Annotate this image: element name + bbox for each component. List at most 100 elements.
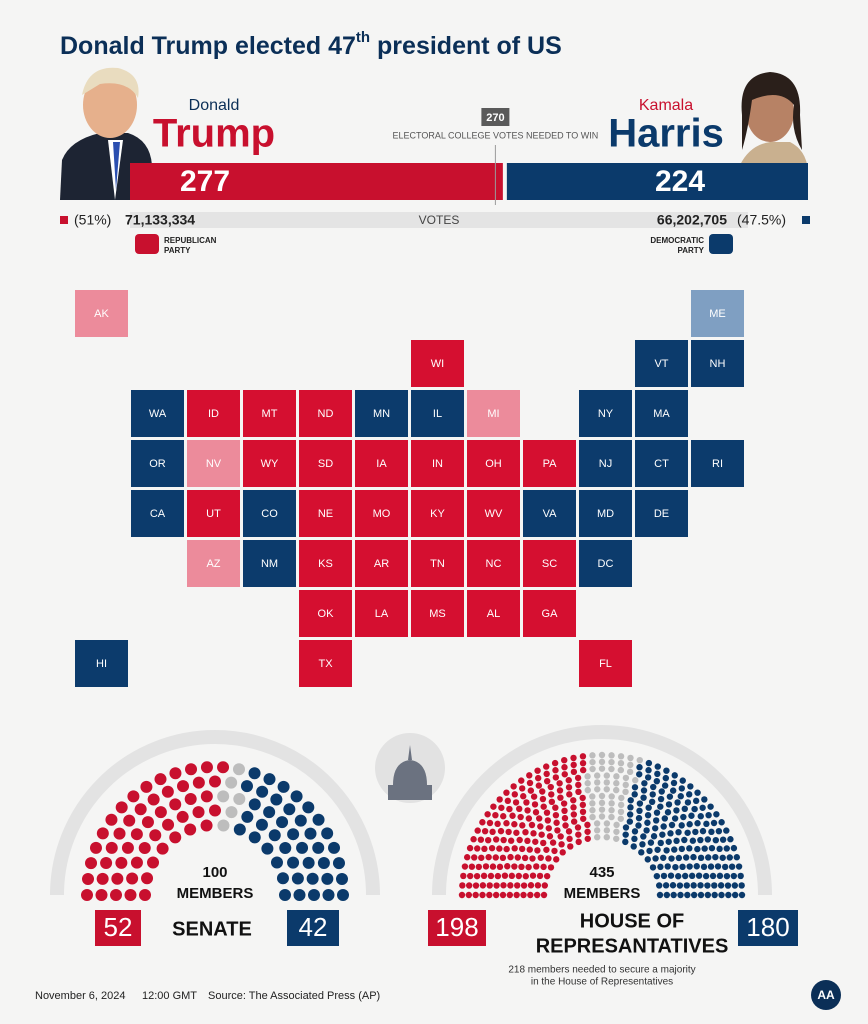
seat (559, 849, 566, 856)
state-label: MS (429, 608, 446, 620)
seat (608, 800, 615, 807)
seat (644, 819, 651, 826)
seat (644, 811, 652, 819)
seat (738, 891, 746, 899)
seat (671, 772, 678, 779)
seat (516, 805, 523, 813)
seat (552, 804, 559, 811)
seat (627, 804, 634, 811)
seat (636, 756, 643, 764)
electoral-votes: 224 (655, 165, 705, 198)
state-label: RI (712, 458, 723, 470)
seat (169, 798, 182, 811)
seat (520, 882, 528, 889)
capitol-icon (375, 733, 445, 803)
seat (530, 793, 538, 800)
seat (658, 788, 665, 795)
seat (565, 828, 573, 835)
seat (200, 819, 213, 832)
seat (703, 820, 710, 828)
seat (672, 863, 679, 871)
state-label: OR (149, 458, 166, 470)
seat (589, 800, 596, 807)
seat (496, 863, 504, 871)
seat (509, 812, 516, 819)
seat (465, 882, 473, 889)
seat (500, 836, 507, 844)
seat (589, 765, 596, 773)
seat (579, 759, 587, 767)
state-label: AL (487, 608, 500, 620)
seat (679, 777, 686, 784)
seat (516, 836, 523, 844)
seat (541, 882, 548, 889)
seat (127, 790, 140, 803)
seat (296, 841, 309, 854)
seat (184, 793, 197, 806)
seat (695, 872, 703, 879)
seat (686, 845, 693, 852)
votes-label: VOTES (419, 213, 460, 227)
seat (169, 831, 182, 844)
seat (511, 821, 518, 828)
seat (486, 882, 493, 889)
seat (686, 821, 693, 828)
seat (561, 807, 568, 815)
seat (589, 752, 596, 759)
seat (200, 790, 213, 803)
seat (670, 779, 678, 787)
seat (640, 794, 647, 801)
seat (506, 805, 513, 813)
seat-count: 42 (299, 912, 328, 942)
seat (627, 754, 634, 762)
state-label: CA (150, 508, 166, 520)
state-tile (299, 590, 352, 637)
state-tile (187, 540, 240, 587)
seat (466, 844, 474, 852)
seat (662, 774, 670, 782)
seat (279, 842, 292, 855)
seat (613, 773, 620, 780)
seat (681, 872, 689, 880)
seat (686, 863, 693, 870)
seat (678, 822, 685, 829)
votes-track (130, 212, 748, 228)
state-label: NJ (599, 458, 612, 470)
seat (567, 843, 574, 850)
seat (225, 776, 238, 789)
seat (308, 889, 320, 901)
seat (652, 825, 659, 832)
seat (579, 801, 587, 809)
seat (652, 817, 660, 824)
state-label: VT (654, 358, 668, 370)
seat (518, 863, 525, 871)
seat (263, 806, 276, 819)
seat (337, 889, 349, 901)
seat (589, 807, 596, 814)
seat (579, 794, 586, 802)
seat (622, 838, 629, 846)
seat (663, 891, 671, 899)
seat (492, 891, 500, 899)
seat (287, 856, 300, 869)
senate-chart: 100 MEMBERS 52 42 SENATE (50, 730, 380, 946)
state-label: IN (432, 458, 443, 470)
seat (503, 820, 510, 827)
seat (657, 863, 664, 871)
seat (594, 779, 601, 786)
first-name: Kamala (639, 97, 693, 114)
seat (547, 783, 554, 791)
seat (268, 829, 281, 842)
seat (649, 864, 657, 871)
seat (529, 872, 537, 879)
seat (608, 807, 615, 814)
seat (105, 841, 118, 854)
seat (504, 863, 511, 870)
seat (130, 856, 143, 869)
seat (697, 836, 704, 844)
state-label: AZ (206, 558, 220, 570)
seat (650, 833, 658, 840)
seat (217, 761, 230, 774)
seat (534, 847, 541, 854)
